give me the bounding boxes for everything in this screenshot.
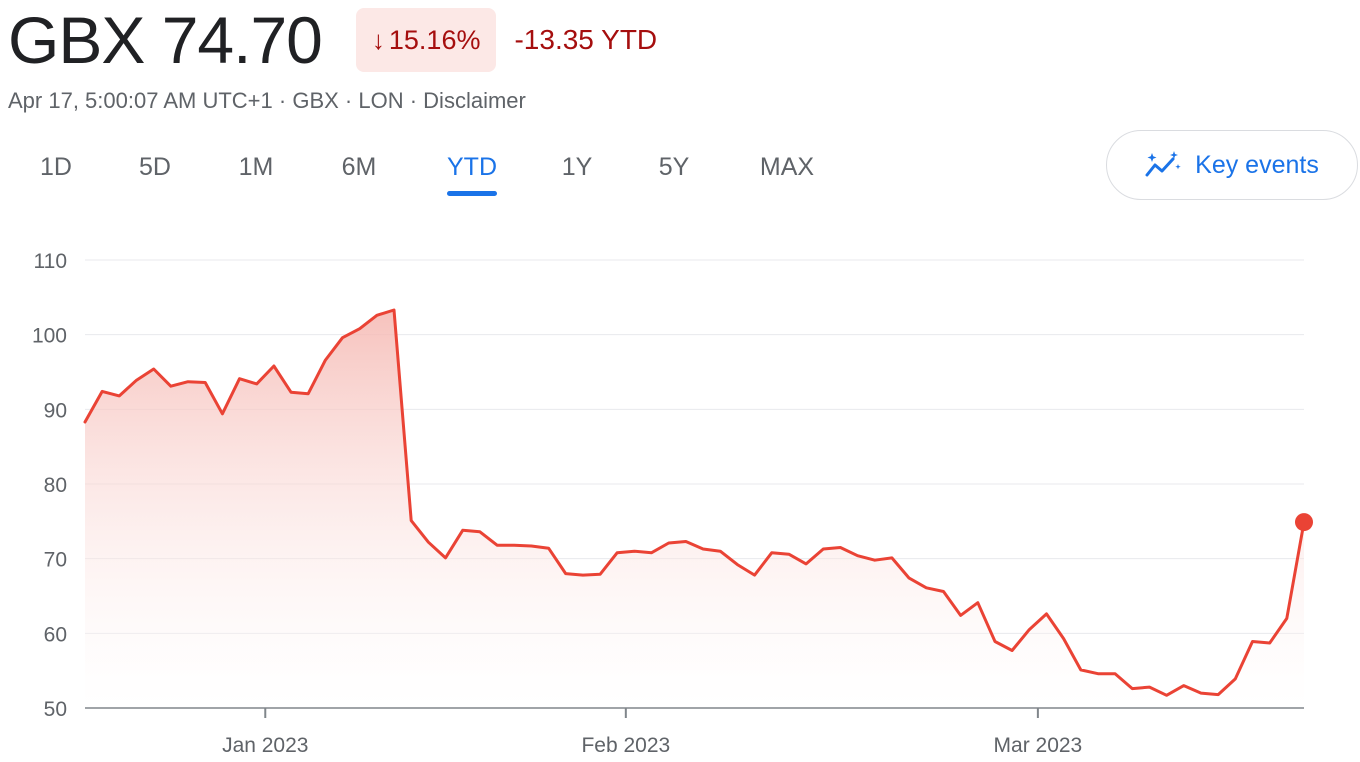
percent-change-badge: ↓ 15.16% <box>355 8 497 72</box>
tab-label: 6M <box>341 153 377 181</box>
y-tick-label: 80 <box>44 474 67 497</box>
change-period: YTD <box>601 24 658 55</box>
separator: · <box>403 88 424 113</box>
quote-header: GBX 74.70 ↓ 15.16% -13.35 YTD <box>8 0 657 80</box>
y-tick-label: 50 <box>44 698 67 721</box>
price-line <box>83 308 1306 697</box>
price-chart-svg: 50 60 70 80 90 100 110 Jan 2023 Feb 2023 Mar 202… <box>32 250 1313 757</box>
y-tick-label: 70 <box>44 549 67 572</box>
current-price: GBX 74.70 <box>8 3 323 77</box>
y-tick-label: 60 <box>44 623 67 646</box>
tab-label: MAX <box>759 153 815 181</box>
currency-label: GBX <box>292 88 339 113</box>
absolute-change-value: -13.35 <box>514 24 594 55</box>
tab-label: 1M <box>238 153 274 181</box>
tab-1d[interactable]: 1D <box>40 140 72 194</box>
separator: · <box>272 88 293 113</box>
x-tick-label: Feb 2023 <box>581 734 670 757</box>
tab-label: YTD <box>447 153 497 181</box>
key-events-sparkle-icon <box>1145 151 1181 177</box>
y-tick-label: 100 <box>32 325 67 348</box>
key-events-button[interactable]: Key events <box>1106 130 1358 200</box>
tab-1m[interactable]: 1M <box>239 140 274 194</box>
tab-ytd[interactable]: YTD <box>447 140 497 196</box>
quote-subline: Apr 17, 5:00:07 AM UTC+1 · GBX · LON · D… <box>8 88 526 114</box>
y-tick-label: 110 <box>34 250 67 273</box>
active-tab-indicator <box>447 191 497 196</box>
x-axis-ticks: Jan 2023 Feb 2023 Mar 2023 <box>222 708 1082 757</box>
x-tick-label: Mar 2023 <box>994 734 1083 757</box>
price-chart[interactable]: 50 60 70 80 90 100 110 Jan 2023 Feb 2023 Mar 202… <box>0 220 1360 762</box>
percent-change-value: 15.16% <box>388 24 481 55</box>
y-axis-ticks: 50 60 70 80 90 100 110 <box>32 250 67 721</box>
disclaimer-link[interactable]: Disclaimer <box>423 88 526 113</box>
timestamp: Apr 17, 5:00:07 AM UTC+1 <box>8 88 273 113</box>
tab-max[interactable]: MAX <box>760 140 814 194</box>
absolute-change: -13.35 YTD <box>514 24 657 56</box>
key-events-label: Key events <box>1195 150 1319 179</box>
arrow-down-icon: ↓ <box>371 24 385 55</box>
tab-5d[interactable]: 5D <box>139 140 171 194</box>
exchange-label: LON <box>358 88 404 113</box>
tab-label: 1Y <box>561 153 593 181</box>
x-tick-label: Jan 2023 <box>222 734 308 757</box>
last-price-marker <box>1295 513 1313 532</box>
y-tick-label: 90 <box>44 399 67 422</box>
tab-label: 5D <box>139 153 171 181</box>
tab-5y[interactable]: 5Y <box>659 140 690 194</box>
tab-label: 1D <box>40 153 72 181</box>
separator: · <box>338 88 359 113</box>
tab-6m[interactable]: 6M <box>342 140 377 194</box>
tab-label: 5Y <box>658 153 690 181</box>
price-area-fill <box>85 310 1304 708</box>
tab-1y[interactable]: 1Y <box>562 140 593 194</box>
